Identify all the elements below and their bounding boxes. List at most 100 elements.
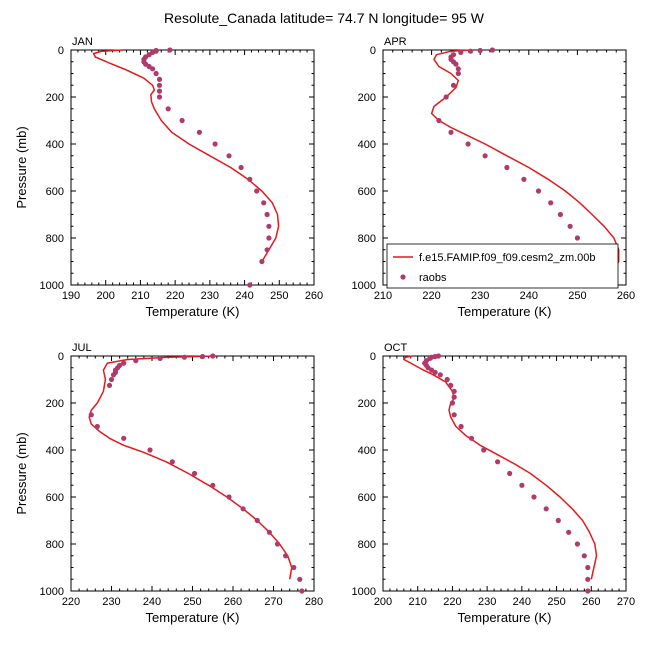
x-tick-label-jan: 240: [235, 290, 253, 302]
raobs-point-jan: [156, 76, 163, 82]
raobs-point-jan: [264, 247, 270, 253]
x-tick-label-oct: 240: [513, 596, 531, 608]
raobs-point-apr: [574, 235, 581, 241]
y-tick-label-oct: 200: [358, 398, 376, 410]
x-tick-label-oct: 210: [409, 596, 427, 608]
y-tick-label-apr: 0: [370, 45, 376, 57]
raobs-point-apr: [567, 223, 573, 229]
model-line-oct: [403, 355, 598, 580]
raobs-point-jan: [259, 258, 265, 265]
raobs-point-jan: [150, 66, 156, 72]
y-tick-label-apr: 200: [358, 92, 376, 104]
x-axis-label-oct: Temperature (K): [458, 610, 552, 625]
raobs-point-jul: [169, 459, 175, 465]
raobs-point-oct: [458, 423, 464, 430]
raobs-point-jan: [226, 153, 232, 159]
x-tick-label-jul: 260: [224, 596, 242, 608]
raobs-point-jul: [110, 372, 117, 378]
y-axis-label-jul: Pressure (mb): [14, 432, 29, 514]
y-tick-label-jul: 1000: [40, 586, 64, 598]
panel-apr: APR 210 220 230 240 250 260 0 200 400 600 800 1000 Te…: [352, 36, 636, 319]
raobs-point-oct: [481, 447, 487, 453]
raobs-point-oct: [543, 506, 549, 512]
y-tick-label-oct: 600: [358, 492, 376, 504]
x-tick-label-apr: 210: [374, 290, 392, 302]
panel-label-jul: JUL: [72, 342, 92, 354]
raobs-point-apr: [458, 49, 464, 56]
model-line-apr: [430, 49, 620, 286]
raobs-point-jul: [121, 360, 127, 366]
raobs-point-jan: [266, 235, 272, 241]
y-tick-label-jul: 400: [46, 445, 64, 457]
raobs-point-oct: [468, 435, 475, 441]
raobs-point-oct: [519, 482, 525, 488]
legend-label-model: f.e15.FAMIP.f09_f09.cesm2_zm.00b: [419, 252, 596, 264]
raobs-point-apr: [477, 47, 483, 54]
raobs-point-jan: [238, 164, 244, 171]
x-tick-label-jan: 200: [97, 290, 115, 302]
raobs-point-apr: [548, 200, 554, 206]
raobs-point-oct: [451, 412, 457, 418]
raobs-point-oct: [574, 541, 581, 547]
raobs-point-jan: [156, 82, 163, 88]
raobs-point-jul: [266, 529, 272, 535]
plot-frame-jan: [70, 49, 315, 286]
raobs-point-jan: [156, 94, 163, 100]
raobs-point-jul: [191, 470, 198, 477]
panel-jan: JAN 190 200 210 220 230 240 250 260 0 200 400 600 800…: [14, 36, 323, 319]
raobs-point-jan: [167, 47, 173, 53]
raobs-point-jan: [196, 129, 202, 135]
panels: JAN 190 200 210 220 230 240 250 260 0 200 400 600 800…: [14, 36, 635, 625]
raobs-point-oct: [585, 588, 591, 594]
x-tick-label-oct: 230: [478, 596, 496, 608]
raobs-point-oct: [585, 564, 591, 571]
x-tick-label-jan: 220: [166, 290, 184, 302]
raobs-point-jul: [226, 494, 232, 500]
x-tick-label-apr: 250: [568, 290, 586, 302]
legend-dot-marker: [400, 274, 406, 280]
raobs-point-jul: [88, 412, 94, 418]
y-tick-label-oct: 400: [358, 445, 376, 457]
x-tick-label-oct: 250: [547, 596, 565, 608]
raobs-point-oct: [531, 494, 537, 500]
raobs-point-jul: [210, 353, 216, 359]
raobs-point-jul: [299, 588, 305, 594]
x-axis-label-apr: Temperature (K): [458, 304, 552, 319]
raobs-point-jul: [108, 376, 115, 383]
y-tick-label-jan: 0: [58, 45, 64, 57]
raobs-point-oct: [451, 394, 457, 400]
raobs-point-jul: [133, 358, 139, 364]
raobs-point-oct: [432, 369, 438, 375]
raobs-point-apr: [465, 141, 471, 147]
y-tick-label-apr: 600: [358, 186, 376, 198]
x-tick-label-oct: 260: [582, 596, 600, 608]
raobs-point-oct: [581, 553, 587, 559]
plot-frame-oct: [382, 355, 627, 592]
raobs-point-oct: [449, 400, 455, 406]
panel-label-apr: APR: [384, 36, 407, 48]
raobs-point-apr: [504, 164, 510, 171]
raobs-point-jan: [247, 282, 253, 288]
raobs-point-apr: [453, 61, 459, 67]
model-line-jul: [88, 355, 293, 580]
raobs-point-jul: [210, 482, 216, 488]
x-tick-label-jul: 280: [305, 596, 323, 608]
raobs-point-jul: [106, 382, 113, 388]
raobs-point-apr: [521, 176, 527, 182]
x-tick-label-oct: 200: [374, 596, 392, 608]
raobs-point-oct: [448, 382, 454, 388]
raobs-point-jan: [264, 211, 270, 218]
raobs-point-jan: [212, 141, 218, 147]
raobs-point-jan: [261, 200, 267, 206]
raobs-point-oct: [555, 517, 561, 524]
raobs-point-oct: [444, 376, 450, 383]
raobs-point-oct: [507, 470, 513, 477]
x-tick-label-jan: 190: [62, 290, 80, 302]
x-tick-label-oct: 220: [443, 596, 461, 608]
raobs-point-apr: [450, 82, 457, 88]
raobs-point-jan: [156, 88, 163, 94]
raobs-point-jan: [266, 223, 272, 229]
model-line-jan: [92, 49, 280, 262]
panel-oct: OCT 200 210 220 230 240 250 260 270 0 200 400 600 800…: [352, 342, 636, 625]
y-tick-label-jul: 200: [46, 398, 64, 410]
